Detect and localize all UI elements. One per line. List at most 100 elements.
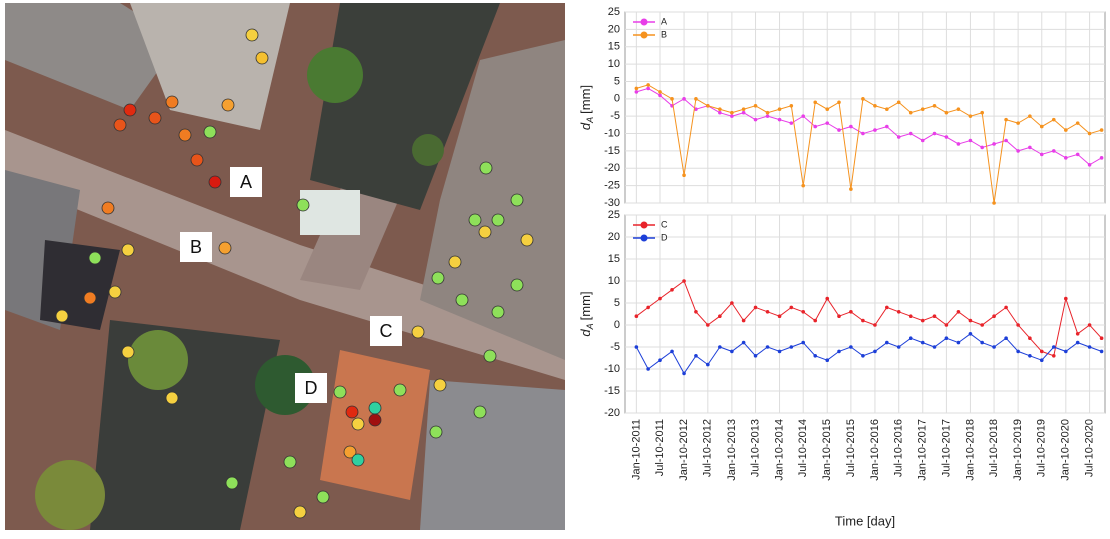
x-tick-label: Jan-10-2016 bbox=[869, 419, 881, 481]
data-point bbox=[694, 97, 698, 101]
data-point bbox=[1087, 131, 1092, 136]
point bbox=[245, 28, 259, 42]
data-point bbox=[658, 93, 662, 98]
x-tick-label: Jan-10-2015 bbox=[821, 419, 833, 481]
data-point bbox=[968, 114, 973, 118]
data-point bbox=[932, 103, 937, 108]
data-point bbox=[694, 107, 698, 112]
point bbox=[225, 476, 239, 490]
point bbox=[429, 425, 443, 439]
point bbox=[55, 309, 69, 323]
data-point bbox=[1016, 121, 1020, 125]
point bbox=[316, 490, 330, 504]
data-point bbox=[932, 345, 937, 349]
data-point bbox=[849, 310, 853, 314]
point bbox=[473, 405, 487, 419]
point bbox=[165, 391, 179, 405]
data-point bbox=[777, 349, 782, 354]
point bbox=[113, 118, 127, 132]
data-point bbox=[718, 345, 722, 349]
point bbox=[123, 103, 137, 117]
point bbox=[479, 161, 493, 175]
data-point bbox=[646, 305, 650, 310]
y-tick-label: 15 bbox=[608, 41, 620, 53]
data-point bbox=[730, 110, 734, 115]
data-point bbox=[670, 349, 674, 354]
y-tick-label: -5 bbox=[610, 341, 620, 353]
data-point bbox=[765, 114, 770, 118]
tree bbox=[412, 134, 444, 166]
tree bbox=[307, 47, 363, 103]
data-point bbox=[706, 362, 710, 367]
tree bbox=[35, 460, 105, 530]
data-point bbox=[944, 110, 949, 115]
data-point bbox=[1028, 145, 1032, 150]
data-point bbox=[682, 371, 686, 376]
data-point bbox=[896, 135, 901, 139]
data-point bbox=[825, 107, 830, 112]
y-label-sub: A bbox=[585, 323, 595, 330]
data-point bbox=[896, 310, 901, 314]
data-point bbox=[1016, 149, 1020, 153]
plot-area bbox=[624, 214, 1106, 414]
x-tick-label: Jan-10-2019 bbox=[1012, 419, 1024, 481]
series-line bbox=[636, 87, 1102, 166]
building bbox=[420, 380, 565, 530]
point bbox=[478, 225, 492, 239]
data-point bbox=[992, 201, 996, 205]
data-point bbox=[1051, 117, 1056, 122]
data-point bbox=[1039, 152, 1044, 157]
data-point bbox=[753, 117, 758, 122]
data-point bbox=[908, 314, 913, 319]
series-line bbox=[636, 280, 1102, 357]
label-box bbox=[370, 316, 402, 346]
data-point bbox=[837, 349, 841, 354]
data-point bbox=[873, 128, 877, 132]
aerial-map: A B C D bbox=[5, 3, 565, 530]
data-point bbox=[658, 90, 662, 94]
point bbox=[431, 271, 445, 285]
point bbox=[510, 278, 524, 292]
point bbox=[510, 193, 524, 207]
x-tick-label: Jul-10-2018 bbox=[988, 419, 1000, 477]
data-point bbox=[968, 318, 973, 323]
data-point bbox=[956, 340, 961, 345]
point bbox=[468, 213, 482, 227]
data-point bbox=[1016, 323, 1020, 327]
data-point bbox=[825, 296, 830, 301]
data-point bbox=[789, 103, 794, 108]
data-point bbox=[777, 107, 782, 112]
kiosk bbox=[300, 190, 360, 235]
data-point bbox=[837, 314, 841, 319]
legend-marker bbox=[640, 31, 648, 39]
point bbox=[101, 201, 115, 215]
data-point bbox=[718, 107, 722, 112]
point bbox=[165, 95, 179, 109]
data-point bbox=[1075, 332, 1080, 336]
data-point bbox=[670, 97, 674, 101]
data-point bbox=[968, 138, 973, 143]
y-tick-label: 10 bbox=[608, 58, 620, 70]
data-point bbox=[944, 336, 949, 341]
point bbox=[283, 455, 297, 469]
data-point bbox=[634, 90, 639, 94]
point bbox=[393, 383, 407, 397]
x-tick-label: Jan-10-2013 bbox=[726, 419, 738, 481]
data-point bbox=[765, 345, 770, 349]
data-point bbox=[718, 314, 722, 319]
y-tick-label: -15 bbox=[604, 385, 620, 397]
series-line bbox=[635, 333, 1102, 375]
data-point bbox=[765, 110, 770, 115]
data-point bbox=[1099, 336, 1104, 341]
y-axis-label: dA [mm] bbox=[578, 85, 595, 130]
street bbox=[5, 130, 565, 380]
data-point bbox=[753, 305, 758, 310]
data-point bbox=[1087, 345, 1092, 349]
x-tick-label: Jul-10-2012 bbox=[702, 419, 714, 477]
point bbox=[178, 128, 192, 142]
canal bbox=[310, 3, 500, 210]
data-point bbox=[920, 340, 925, 345]
data-point bbox=[777, 314, 782, 319]
y-label-unit: [mm] bbox=[578, 291, 593, 320]
data-point bbox=[1075, 152, 1080, 157]
